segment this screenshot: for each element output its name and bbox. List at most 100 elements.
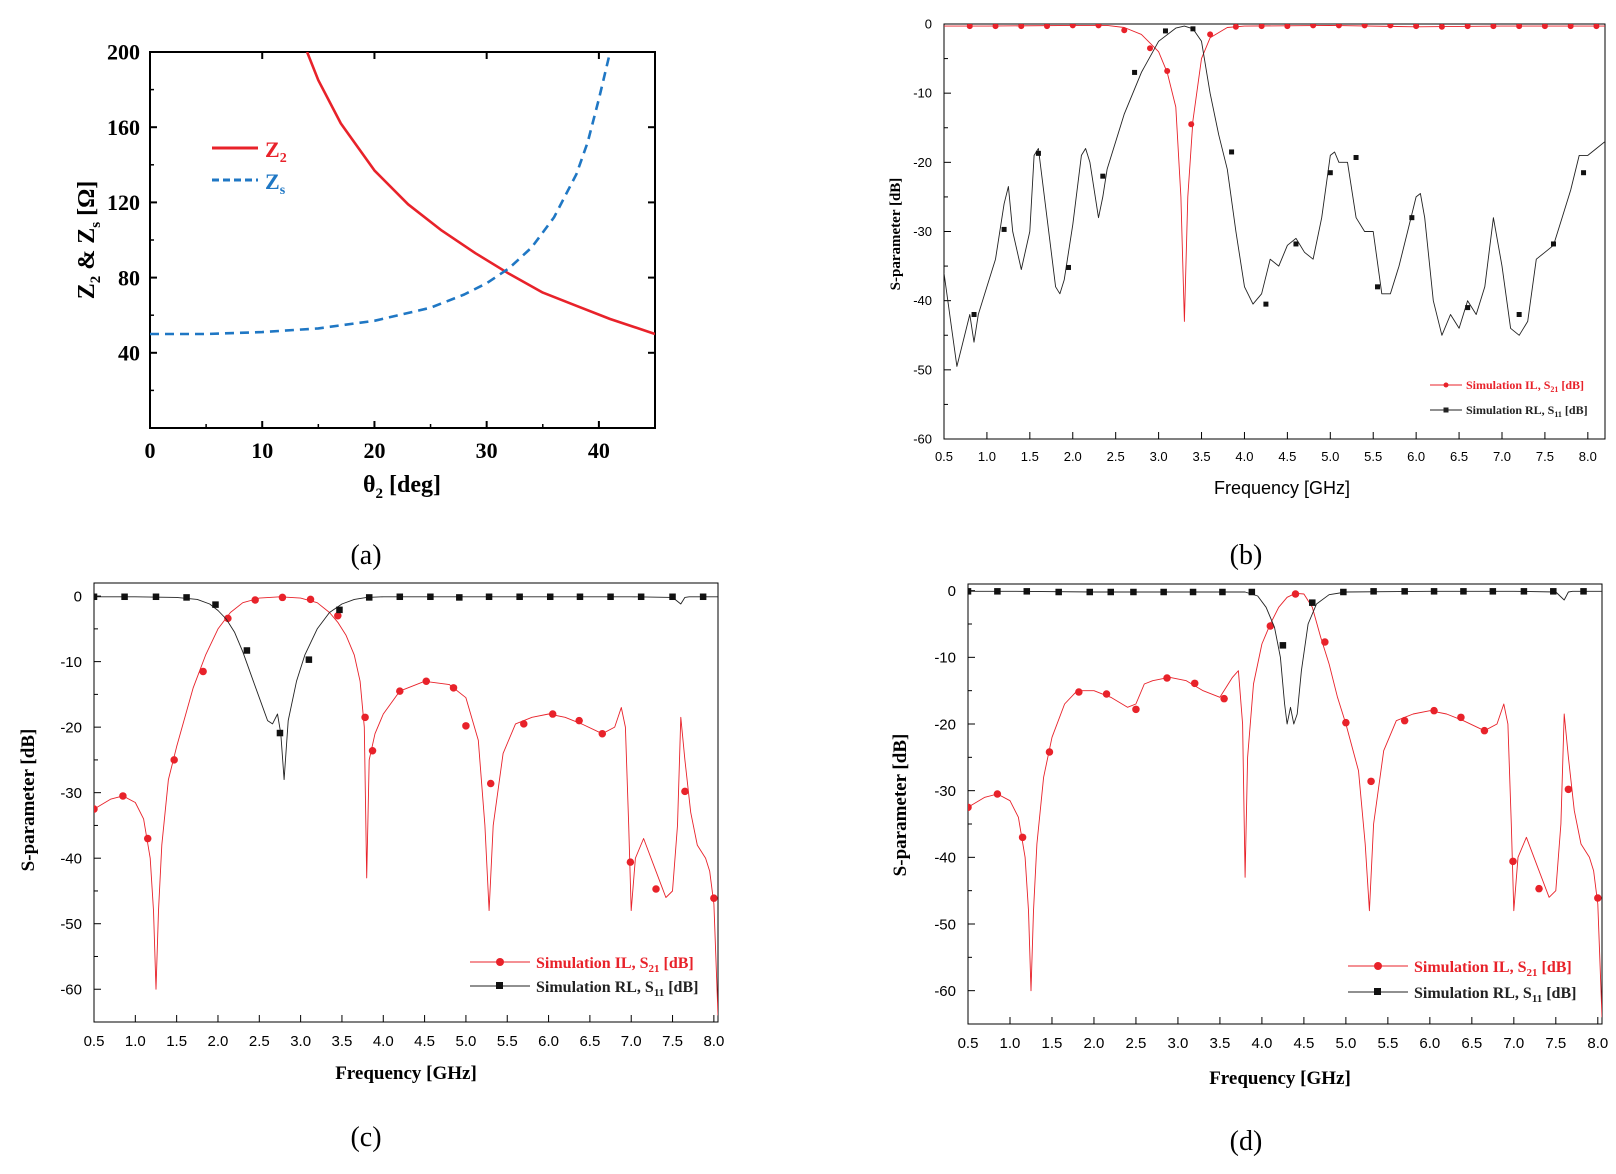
y-tick-label-d: -30	[934, 783, 956, 800]
y-tick-label-a: 80	[118, 265, 140, 290]
x-tick-label-d: 4.5	[1293, 1035, 1314, 1052]
y-tick-label-a: 40	[118, 341, 140, 366]
x-tick-label-b: 3.5	[1192, 449, 1210, 464]
data-point-b-s21	[1147, 45, 1154, 52]
legend-marker-s21-c	[496, 958, 504, 966]
data-point-d-s21	[1342, 718, 1350, 727]
x-tick-label-b: 6.0	[1407, 449, 1425, 464]
plot-frame-c	[93, 582, 719, 1023]
series-d	[968, 588, 1602, 1018]
y-tick-label-d: -20	[934, 716, 956, 733]
data-point-c-s21	[361, 713, 369, 722]
data-point-b-s11	[1465, 305, 1471, 311]
y-tick-label-b: -10	[913, 86, 932, 101]
x-tick-label-c: 4.0	[373, 1033, 394, 1050]
data-point-b-s11	[1229, 149, 1235, 155]
legend-marker-s11-b	[1443, 407, 1449, 413]
data-point-b-s11	[1327, 170, 1333, 176]
data-point-d-s11	[1023, 588, 1031, 595]
data-point-d-s21	[1535, 884, 1543, 893]
data-point-b-s21	[1069, 24, 1076, 29]
y-tick-label-d: -10	[934, 650, 956, 667]
data-point-c-s21	[278, 593, 287, 602]
data-point-b-s21	[992, 24, 999, 30]
x-tick-label-d: 1.0	[1000, 1035, 1021, 1052]
x-tick-label-c: 3.0	[290, 1033, 311, 1050]
figure-label-b: (b)	[1230, 540, 1263, 571]
data-point-c-s21	[575, 716, 583, 725]
y-tick-label-c: -10	[60, 654, 82, 671]
data-point-c-s11	[183, 594, 190, 601]
series-a	[150, 52, 655, 336]
y-tick-label-a: 160	[107, 115, 140, 140]
x-axis-label-c: Frequency [GHz]	[335, 1063, 477, 1084]
x-tick-label-a: 20	[363, 438, 385, 463]
data-point-c-s21	[548, 710, 557, 718]
data-point-c-s11	[637, 593, 645, 601]
data-point-b-s21	[966, 24, 973, 30]
plot-frame-a	[149, 51, 656, 429]
axes-a	[149, 51, 656, 429]
data-point-b-s21	[1164, 68, 1171, 75]
data-point-d-s11	[1430, 588, 1438, 595]
legend-label-s11-b: Simulation RL, S11 [dB]	[1466, 403, 1588, 419]
x-tick-label-c: 8.0	[703, 1033, 724, 1050]
data-point-c-s21	[119, 792, 127, 800]
data-point-c-s11	[243, 647, 251, 654]
data-point-b-s11	[1550, 241, 1556, 247]
data-point-b-s21	[1567, 24, 1574, 30]
x-tick-label-d: 2.0	[1084, 1035, 1105, 1052]
x-tick-label-b: 3.0	[1150, 449, 1168, 464]
y-axis-label-c: S-parameter [dB]	[18, 729, 39, 872]
y-axis-label-b: S-parameter [dB]	[888, 178, 904, 291]
data-point-d-s11	[1489, 588, 1497, 595]
y-tick-label-b: -40	[913, 293, 932, 308]
data-point-c-s11	[152, 593, 160, 601]
data-point-c-s21	[520, 720, 528, 728]
data-point-b-s11	[1132, 69, 1138, 75]
x-tick-label-b: 7.0	[1493, 449, 1511, 464]
data-point-b-s11	[1375, 284, 1381, 290]
data-point-d-s21	[1266, 622, 1275, 630]
tick-labels-a: 0 10 20 30 40 40 80 120 160 200	[107, 40, 610, 463]
axes-d	[967, 583, 1603, 1025]
legend-label-s11-d: Simulation RL, S11 [dB]	[1414, 985, 1576, 1005]
y-tick-label-d: -60	[934, 983, 956, 1000]
legend-marker-s11-d	[1374, 988, 1381, 995]
x-axis-label-d: Frequency [GHz]	[1209, 1068, 1351, 1089]
legend-label-s21-c: Simulation IL, S21 [dB]	[536, 955, 694, 975]
data-point-d-s11	[1248, 588, 1256, 596]
x-tick-label-d: 5.5	[1377, 1035, 1398, 1052]
data-point-b-s11	[1001, 226, 1007, 232]
series-line-d-simulation-il	[968, 592, 1602, 1018]
y-tick-label-b: 0	[925, 17, 932, 32]
data-point-b-s21	[1188, 121, 1195, 128]
x-tick-label-a: 30	[476, 438, 498, 463]
data-point-c-s21	[396, 687, 404, 695]
x-tick-label-b: 4.0	[1235, 449, 1253, 464]
data-point-c-s21	[652, 885, 660, 893]
x-tick-label-d: 0.5	[958, 1035, 979, 1052]
legend-marker-s11-c	[496, 982, 503, 989]
legend-label-s21-b: Simulation IL, S21 [dB]	[1466, 378, 1584, 394]
data-point-d-s21	[1132, 705, 1140, 714]
legend-marker-s21-b	[1443, 382, 1449, 388]
y-tick-label-d: -40	[934, 850, 956, 867]
data-point-b-s11	[1409, 215, 1415, 221]
x-tick-label-c: 1.0	[125, 1033, 146, 1050]
data-point-b-s21	[1207, 31, 1214, 38]
data-point-b-s11	[971, 312, 977, 317]
data-point-d-s21	[1163, 674, 1171, 682]
data-point-d-s11	[1460, 588, 1467, 595]
legend-marker-s21-d	[1374, 962, 1382, 970]
y-tick-label-d: 0	[948, 583, 956, 600]
x-tick-label-b: 0.5	[935, 449, 953, 464]
data-point-b-s11	[1190, 26, 1196, 32]
tick-labels-d: 0.5 1.0 1.5 2.0 2.5 3.0 3.5 4.0 4.5 5.0 5.5 6.0 6.5 7…	[934, 583, 1608, 1052]
data-point-c-s21	[710, 894, 718, 902]
series-line-d-simulation-rl	[968, 590, 1602, 725]
legend-label-zs: Zs	[265, 169, 286, 198]
data-point-d-s21	[968, 803, 972, 812]
data-point-d-s21	[1075, 688, 1083, 696]
data-point-d-s11	[1086, 588, 1094, 596]
